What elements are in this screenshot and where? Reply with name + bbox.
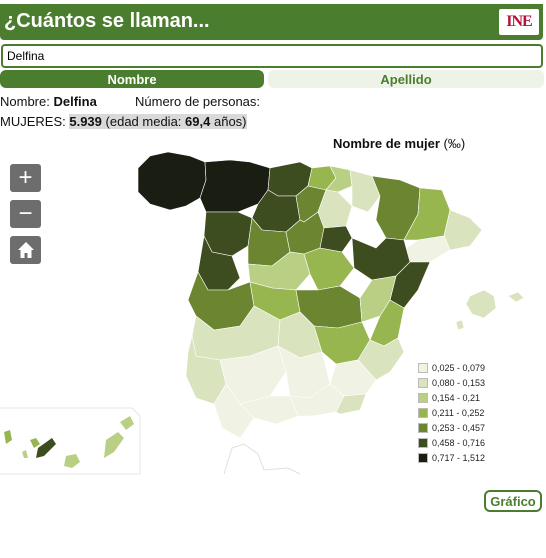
legend-row: 0,211 - 0,252 [418,405,485,420]
legend-row: 0,080 - 0,153 [418,375,485,390]
edad-suffix: años) [213,114,247,129]
ine-logo-text: INE [506,13,532,30]
search-box[interactable] [1,44,543,68]
tab-apellido[interactable]: Apellido [268,70,544,88]
spain-provinces-map [0,151,525,475]
legend-label: 0,211 - 0,252 [432,407,485,418]
plus-icon: + [18,164,33,191]
region-ibiza[interactable] [455,319,465,331]
region-zamora[interactable] [203,211,253,257]
region-soria[interactable] [319,225,353,253]
mujeres-count: 5.939 [69,114,102,129]
name-info-line: Nombre: Delfina Número de personas: [0,94,260,109]
map-title-text: Nombre de mujer [333,136,440,151]
mujeres-stats: 5.939 (edad media: 69,4 años) [69,114,247,129]
region-mallorca[interactable] [465,289,497,319]
legend-label: 0,717 - 1,512 [432,452,486,463]
region-menorca[interactable] [507,291,525,303]
home-icon [17,242,34,258]
zoom-in-button[interactable]: + [10,164,41,192]
legend-label: 0,080 - 0,153 [432,377,486,388]
legend-row: 0,458 - 0,716 [418,435,485,450]
legend-row: 0,025 - 0,079 [418,360,485,375]
legend-swatch [418,422,428,433]
search-input[interactable] [3,46,541,66]
tab-nombre[interactable]: Nombre [0,70,264,88]
home-view-button[interactable] [10,236,41,264]
legend-label: 0,154 - 0,21 [432,392,481,403]
legend-swatch [418,452,428,463]
region-canarias[interactable] [4,416,134,468]
personas-label: Número de personas: [135,94,261,109]
legend-label: 0,025 - 0,079 [432,362,486,373]
region-barcelona[interactable] [443,209,483,251]
legend-swatch [418,377,428,388]
legend-swatch [418,407,428,418]
legend-row: 0,253 - 0,457 [418,420,485,435]
canary-inset-frame [0,407,141,475]
region-almeria[interactable] [335,393,367,415]
legend-label: 0,253 - 0,457 [432,422,486,433]
legend-swatch [418,392,428,403]
legend-label: 0,458 - 0,716 [432,437,486,448]
mujeres-info-line: MUJERES: 5.939 (edad media: 69,4 años) [0,114,247,129]
map-unit: (‰) [443,136,466,151]
legend-swatch [418,362,428,373]
africa-coast-outline [223,443,301,475]
region-galicia[interactable] [137,151,271,213]
legend-row: 0,154 - 0,21 [418,390,485,405]
nombre-value: Delfina [53,94,97,109]
mujeres-label: MUJERES: [0,114,66,129]
edad-value: 69,4 [185,114,211,129]
app-title: ¿Cuántos se llaman... [4,10,210,32]
region-madrid[interactable] [303,247,355,291]
map-title: Nombre de mujer (‰) [333,136,465,151]
grafico-button[interactable]: Gráfico [484,490,542,512]
map-legend: 0,025 - 0,079 0,080 - 0,153 0,154 - 0,21… [418,360,485,465]
nombre-label: Nombre: [0,94,50,109]
ine-logo[interactable]: INE [499,9,539,35]
app-header: ¿Cuántos se llaman... INE [0,4,543,40]
edad-prefix: (edad media: [105,114,182,129]
legend-row: 0,717 - 1,512 [418,450,485,465]
minus-icon: − [18,200,33,227]
zoom-out-button[interactable]: − [10,200,41,228]
legend-swatch [418,437,428,448]
